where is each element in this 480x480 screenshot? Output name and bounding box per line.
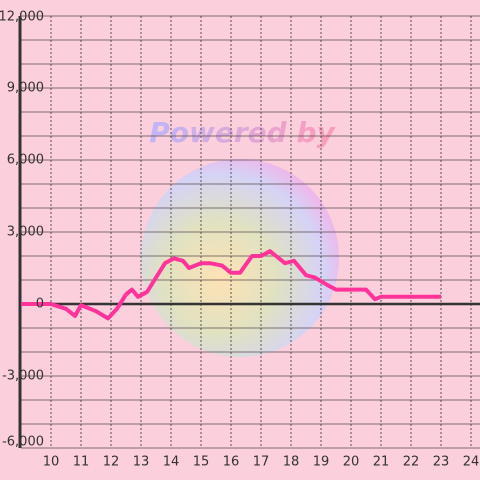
- plot: [21, 249, 441, 321]
- y-tick-label: 3,000: [7, 225, 44, 240]
- x-tick-label: 12: [103, 455, 120, 470]
- x-tick-label: 24: [463, 455, 480, 470]
- x-tick-label: 13: [133, 455, 150, 470]
- x-tick-label: 21: [373, 455, 390, 470]
- x-tick-label: 23: [433, 455, 450, 470]
- x-tick-label: 20: [343, 455, 360, 470]
- x-tick-label: 16: [223, 455, 240, 470]
- y-tick-label: 6,000: [7, 153, 44, 168]
- y-tick-label: 9,000: [7, 81, 44, 96]
- y-tick-label: 12,000: [0, 10, 44, 25]
- x-tick-label: 18: [283, 455, 300, 470]
- x-tick-label: 15: [193, 455, 210, 470]
- x-tick-label: 10: [43, 455, 60, 470]
- x-tick-label: 22: [403, 455, 420, 470]
- y-tick-label: 0: [36, 297, 44, 312]
- y-tick-label: -3,000: [2, 369, 44, 384]
- watermark: Powered by: [149, 116, 336, 149]
- x-tick-label: 14: [163, 455, 180, 470]
- x-tick-label: 11: [73, 455, 90, 470]
- watermark-logo: [141, 159, 339, 357]
- line: [21, 249, 441, 321]
- x-tick-label: 19: [313, 455, 330, 470]
- y-tick-label: -6,000: [2, 435, 44, 450]
- x-tick-label: 17: [253, 455, 270, 470]
